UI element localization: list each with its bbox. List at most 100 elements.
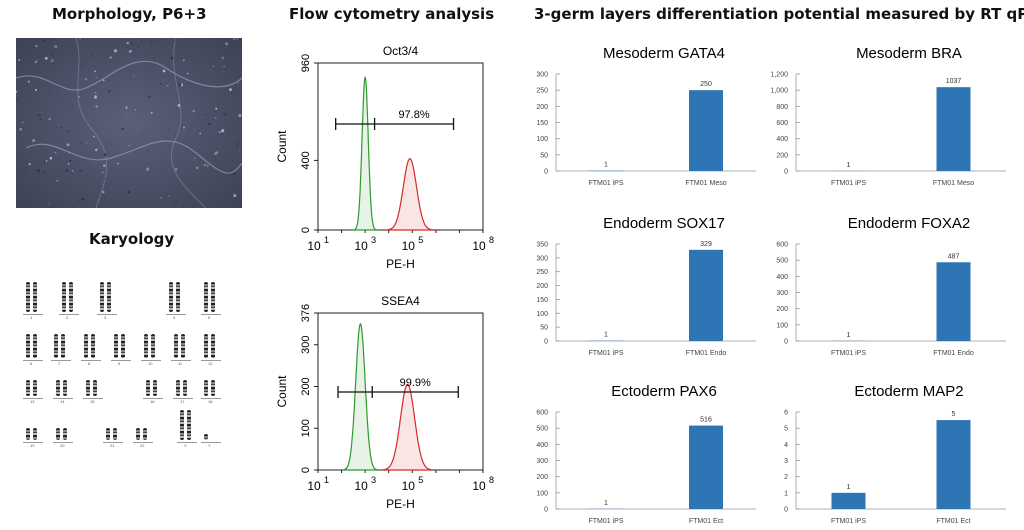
- cell-speck: [150, 111, 153, 114]
- cell-speck: [126, 41, 129, 45]
- cell-speck: [79, 169, 82, 173]
- cell-speck: [95, 148, 98, 152]
- chromosome: [204, 334, 208, 358]
- karyotype-label: 13: [30, 399, 35, 404]
- cell-speck: [67, 130, 70, 132]
- cell-speck: [102, 79, 105, 82]
- cell-speck: [65, 169, 69, 172]
- cell-speck: [54, 151, 57, 154]
- cell-speck: [228, 173, 231, 176]
- cell-speck: [183, 59, 185, 62]
- y-tick-label: 100: [536, 136, 548, 143]
- bar-chart-title: Mesoderm BRA: [856, 45, 962, 62]
- karyotype-label: 14: [60, 399, 65, 404]
- cell-speck: [48, 93, 50, 95]
- y-tick-label: 400: [300, 151, 312, 169]
- cell-speck: [239, 149, 241, 151]
- x-tick-exponent: 5: [418, 235, 423, 245]
- cell-speck: [150, 41, 153, 44]
- category-label: FTM01 iPS: [588, 180, 623, 187]
- karyotype-baseline: [133, 442, 153, 443]
- cell-speck: [28, 163, 31, 166]
- chromosome: [26, 380, 30, 396]
- bar-chart-endoderm-foxa2: Endoderm FOXA2 0 100 200 300 400 500 600 1 FTM01 …: [776, 215, 1006, 357]
- bar-value-label: 329: [700, 241, 712, 248]
- karyotype-label: 8: [88, 361, 91, 366]
- x-tick-label: 10: [307, 239, 321, 253]
- chromosome: [151, 334, 155, 358]
- cell-speck: [76, 200, 79, 203]
- chromosome: [54, 334, 58, 358]
- y-tick-label: 600: [536, 410, 548, 417]
- karyotype-label: 18: [208, 399, 213, 404]
- y-tick-label: 400: [776, 274, 788, 281]
- cell-speck: [107, 89, 111, 93]
- y-tick-label: 200: [776, 152, 788, 159]
- cell-speck: [213, 65, 215, 67]
- cell-speck: [102, 190, 105, 194]
- category-label: FTM01 iPS: [588, 350, 623, 357]
- cell-speck: [67, 162, 70, 165]
- bar-chart-title: Mesoderm GATA4: [603, 45, 725, 62]
- cell-speck: [80, 142, 83, 145]
- karyotype-label: 22: [140, 443, 145, 448]
- cell-speck: [35, 88, 37, 91]
- bar-chart-title: Ectoderm PAX6: [611, 383, 717, 400]
- y-tick-label: 600: [776, 242, 788, 249]
- bar-value-label: 1: [604, 500, 608, 507]
- bar-chart-title: Ectoderm MAP2: [854, 383, 963, 400]
- cell-speck: [238, 114, 242, 118]
- cell-speck: [67, 178, 69, 180]
- karyotype-baseline: [51, 360, 71, 361]
- chromosome: [33, 334, 37, 358]
- bar-chart-ectoderm-pax6: Ectoderm PAX6 0 100 200 300 400 500 600 1 FTM01 i…: [536, 383, 756, 525]
- y-tick-label: 100: [536, 490, 548, 497]
- cell-speck: [37, 113, 41, 117]
- chromosome: [86, 380, 90, 396]
- chromosome: [56, 380, 60, 396]
- bar-value-label: 250: [700, 81, 712, 88]
- karyotype-baseline: [23, 360, 43, 361]
- y-tick-label: 2: [784, 474, 788, 481]
- x-tick-exponent: 3: [371, 475, 376, 485]
- chromosome: [63, 380, 67, 396]
- y-tick-label: 0: [784, 339, 788, 346]
- chromosome: [63, 428, 67, 440]
- cell-speck: [193, 205, 195, 208]
- bar-value-label: 1: [847, 332, 851, 339]
- bar-chart-endoderm-sox17: Endoderm SOX17 0 50 100 150 200 250 300 350 1 FTM0…: [536, 215, 756, 357]
- x-axis-label: PE-H: [386, 257, 415, 271]
- bar-value-label: 516: [700, 417, 712, 424]
- cell-speck: [140, 41, 143, 43]
- y-tick-label: 0: [784, 507, 788, 514]
- cell-speck: [137, 45, 140, 48]
- bar: [689, 90, 723, 171]
- cell-speck: [49, 156, 53, 160]
- cell-speck: [68, 151, 70, 153]
- cell-speck: [19, 127, 23, 131]
- bar: [689, 249, 723, 341]
- gate-percentage-label: 97.8%: [398, 109, 429, 121]
- y-tick-label: 400: [536, 442, 548, 449]
- cell-speck: [168, 129, 170, 132]
- karyotype-baseline: [103, 442, 123, 443]
- morphology-heading: Morphology, P6+3: [52, 5, 207, 23]
- y-tick-label: 200: [776, 306, 788, 313]
- bar-value-label: 1: [604, 332, 608, 339]
- cell-speck: [103, 164, 106, 167]
- x-tick-label: 10: [402, 239, 416, 253]
- bar: [936, 420, 971, 509]
- y-tick-label: 0: [300, 227, 312, 233]
- cell-speck: [126, 45, 129, 48]
- cell-speck: [81, 63, 83, 66]
- cell-speck: [80, 198, 84, 201]
- cell-speck: [128, 144, 130, 147]
- cell-speck: [216, 151, 219, 154]
- cell-speck: [21, 121, 24, 124]
- cell-speck: [48, 202, 50, 204]
- y-tick-label: 0: [544, 507, 548, 514]
- cell-speck: [93, 95, 98, 99]
- sample-histogram: [385, 158, 435, 231]
- x-tick-label: 10: [354, 239, 368, 253]
- chromosome: [100, 282, 104, 312]
